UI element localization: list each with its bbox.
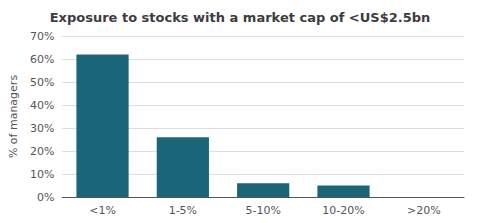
svg-text:<1%: <1% bbox=[89, 204, 116, 217]
svg-text:20%: 20% bbox=[30, 145, 54, 158]
svg-text:Exposure to stocks with a mark: Exposure to stocks with a market cap of … bbox=[50, 10, 431, 25]
svg-text:0%: 0% bbox=[37, 191, 54, 204]
svg-text:40%: 40% bbox=[30, 99, 54, 112]
svg-text:1-5%: 1-5% bbox=[169, 204, 197, 217]
svg-text:10%: 10% bbox=[30, 168, 54, 181]
svg-text:10-20%: 10-20% bbox=[322, 204, 364, 217]
svg-text:50%: 50% bbox=[30, 76, 54, 89]
svg-text:30%: 30% bbox=[30, 122, 54, 135]
svg-text:5-10%: 5-10% bbox=[245, 204, 280, 217]
svg-text:>20%: >20% bbox=[407, 204, 441, 217]
svg-text:70%: 70% bbox=[30, 30, 54, 43]
svg-text:60%: 60% bbox=[30, 53, 54, 66]
svg-text:% of managers: % of managers bbox=[7, 75, 20, 158]
